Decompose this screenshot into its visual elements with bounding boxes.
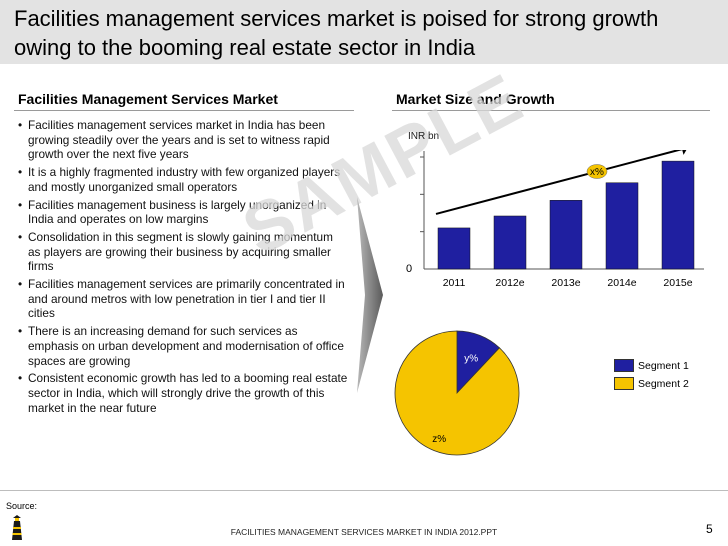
bullet-item: Facilities management services are prima… — [18, 277, 348, 321]
title-bar — [0, 0, 728, 64]
bullet-item: Consistent economic growth has led to a … — [18, 371, 348, 415]
x-tick-label: 2013e — [551, 277, 580, 289]
bullet-item: Facilities management business is largel… — [18, 198, 348, 227]
x-tick-label: 2014e — [607, 277, 636, 289]
left-heading-divider — [14, 110, 354, 111]
legend-segment-1: Segment 1 — [638, 360, 689, 372]
lighthouse-logo-icon — [12, 515, 22, 540]
bar-2011 — [437, 227, 471, 270]
pie-slice-2 — [394, 330, 520, 456]
pie-slice-label: z% — [432, 434, 446, 445]
left-section-heading: Facilities Management Services Market — [18, 91, 278, 107]
segment-1-swatch — [614, 359, 634, 372]
right-section-heading: Market Size and Growth — [396, 91, 555, 107]
growth-arrow-head — [682, 150, 687, 155]
bar-2013e — [549, 200, 583, 270]
bar-2014e — [605, 182, 639, 270]
growth-arrow-line — [435, 150, 683, 215]
legend-segment-2: Segment 2 — [638, 378, 689, 390]
segment-2-swatch — [614, 377, 634, 390]
bar-2015e — [661, 160, 695, 270]
bar-2012e — [493, 215, 527, 270]
bullet-item: Consolidation in this segment is slowly … — [18, 230, 348, 274]
pie-slice-label: y% — [464, 353, 478, 364]
slide-title: Facilities management services market is… — [14, 6, 659, 60]
chevron-divider-icon — [357, 197, 383, 393]
pie-chart: y% z% — [394, 330, 520, 456]
growth-label-badge — [586, 164, 608, 179]
x-tick-label: 2015e — [663, 277, 692, 289]
chart-y-label: INR bn — [408, 131, 440, 142]
bullet-item: Facilities management services market in… — [18, 118, 348, 162]
x-tick-label: 2012e — [495, 277, 524, 289]
bar-chart: 2011 2012e 2013e 2014e 2015e x% — [420, 150, 704, 289]
bullet-item: There is an increasing demand for such s… — [18, 324, 348, 368]
growth-label: x% — [590, 167, 604, 178]
bullet-item: It is a highly fragmented industry with … — [18, 165, 348, 194]
x-tick-label: 2011 — [443, 277, 466, 289]
footer-text: FACILITIES MANAGEMENT SERVICES MARKET IN… — [230, 527, 498, 537]
right-heading-divider — [392, 110, 710, 111]
footer-divider — [0, 490, 728, 491]
source-label: Source: — [6, 501, 38, 511]
bullet-list: Facilities management services market in… — [18, 118, 348, 418]
chart-y-zero: 0 — [406, 263, 413, 275]
page-number: 5 — [706, 522, 713, 536]
